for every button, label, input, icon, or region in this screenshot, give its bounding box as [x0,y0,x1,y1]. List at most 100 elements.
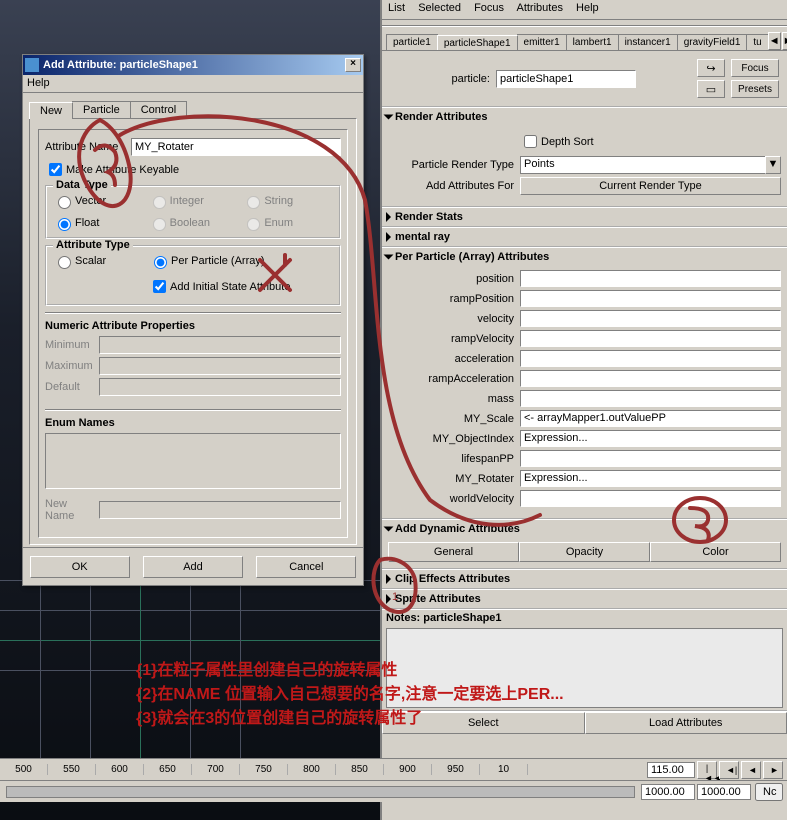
maya-icon [25,58,39,72]
range-end-input[interactable] [697,784,751,800]
ae-tab-emitter1[interactable]: emitter1 [517,34,567,50]
pp-row: MY_RotaterExpression... [400,470,781,487]
range-track[interactable] [6,786,635,798]
pp-value[interactable] [520,450,781,467]
ae-tab-gravityfield1[interactable]: gravityField1 [677,34,748,50]
add-initial-checkbox[interactable] [153,280,166,293]
section-pp-attributes[interactable]: Per Particle (Array) Attributes [382,248,787,266]
ok-button[interactable]: OK [30,556,130,578]
out-icon[interactable]: ▭ [697,80,725,98]
menu-attributes[interactable]: Attributes [516,2,562,14]
presets-button[interactable]: Presets [731,80,779,98]
play-fwd-icon[interactable]: ► [763,761,783,779]
pp-value[interactable] [520,490,781,507]
menu-selected[interactable]: Selected [418,2,461,14]
play-back-icon[interactable]: ◄ [741,761,761,779]
pp-label: velocity [400,313,520,325]
pp-label: rampPosition [400,293,520,305]
pp-value[interactable] [520,350,781,367]
opacity-button[interactable]: Opacity [519,542,650,562]
min-input [99,336,341,354]
pp-row: rampAcceleration [400,370,781,387]
section-render-attributes[interactable]: Render Attributes [382,108,787,126]
depth-sort-checkbox[interactable] [524,135,537,148]
tab-particle[interactable]: Particle [72,101,131,118]
tick: 500 [0,764,48,775]
annotation-line3: {3}就会在3的位置创建自己的旋转属性了 [136,704,422,728]
pp-value[interactable]: Expression... [520,470,781,487]
chevron-right-icon [386,594,391,604]
tab-scroll-right-icon[interactable]: ► [782,32,787,50]
ae-tab-particle1[interactable]: particle1 [386,34,438,50]
pp-row: worldVelocity [400,490,781,507]
step-back-icon[interactable]: ◄| [719,761,739,779]
pp-row: lifespanPP [400,450,781,467]
range-start-input[interactable] [641,784,695,800]
section-mental-ray[interactable]: mental ray [382,228,787,246]
current-render-type-button[interactable]: Current Render Type [520,177,781,195]
chevron-down-icon [384,255,394,260]
pp-value[interactable] [520,290,781,307]
go-icon[interactable]: ↪ [697,59,725,77]
attr-name-input[interactable] [131,138,341,156]
radio-scalar[interactable] [58,256,71,269]
pp-value[interactable]: Expression... [520,430,781,447]
pp-value[interactable] [520,330,781,347]
numeric-title: Numeric Attribute Properties [45,320,341,332]
cancel-button[interactable]: Cancel [256,556,356,578]
general-button[interactable]: General [388,542,519,562]
pp-value[interactable]: <- arrayMapper1.outValuePP [520,410,781,427]
chevron-right-icon [386,574,391,584]
menu-help[interactable]: Help [27,77,50,89]
ae-tab-particleshape1[interactable]: particleShape1 [437,35,518,51]
tick: 650 [144,764,192,775]
ae-tab-tu[interactable]: tu [746,34,768,50]
dialog-title: Add Attribute: particleShape1 [43,59,345,71]
no-char-button[interactable]: Nc [755,783,783,801]
dialog-menubar: Help [23,75,363,93]
menu-list[interactable]: List [388,2,405,14]
dialog-titlebar[interactable]: Add Attribute: particleShape1 × [23,55,363,75]
new-name-label: New Name [45,498,99,522]
section-add-dynamic[interactable]: Add Dynamic Attributes [382,520,787,538]
pp-value[interactable] [520,310,781,327]
menu-focus[interactable]: Focus [474,2,504,14]
section-clip-effects[interactable]: Clip Effects Attributes [382,570,787,588]
range-slider[interactable]: Nc [0,780,787,802]
pp-value[interactable] [520,370,781,387]
dialog-tabs: New Particle Control [29,101,357,118]
new-name-input [99,501,341,519]
current-frame-input[interactable] [647,762,695,778]
chevron-down-icon [384,527,394,532]
radio-float[interactable] [58,218,71,231]
close-icon[interactable]: × [345,58,361,72]
add-button[interactable]: Add [143,556,243,578]
enum-list [45,433,341,489]
section-render-stats[interactable]: Render Stats [382,208,787,226]
keyable-checkbox[interactable] [49,163,62,176]
tab-new[interactable]: New [29,102,73,119]
load-attributes-button[interactable]: Load Attributes [585,712,787,734]
ae-tab-instancer1[interactable]: instancer1 [618,34,678,50]
chevron-down-icon[interactable]: ▼ [765,156,781,174]
section-sprite-attr[interactable]: Sprite Attributes [382,590,787,608]
pp-value[interactable] [520,390,781,407]
ae-tab-lambert1[interactable]: lambert1 [566,34,619,50]
focus-button[interactable]: Focus [731,59,779,77]
pp-rows-container: positionrampPositionvelocityrampVelocity… [382,266,787,518]
menu-help-ae[interactable]: Help [576,2,599,14]
tick: 700 [192,764,240,775]
tick: 900 [384,764,432,775]
particle-name-input[interactable] [496,70,636,88]
timeline-ruler[interactable]: 500 550 600 650 700 750 800 850 900 950 … [0,758,787,780]
rewind-icon[interactable]: |◄◄ [697,761,717,779]
attr-name-label: Attribute Name [45,141,131,153]
pp-value[interactable] [520,270,781,287]
tab-scroll-left-icon[interactable]: ◄ [768,32,781,50]
radio-vector[interactable] [58,196,71,209]
radio-per-particle[interactable] [154,256,167,269]
tab-control[interactable]: Control [130,101,187,118]
chevron-down-icon [384,115,394,120]
color-button[interactable]: Color [650,542,781,562]
default-input [99,378,341,396]
